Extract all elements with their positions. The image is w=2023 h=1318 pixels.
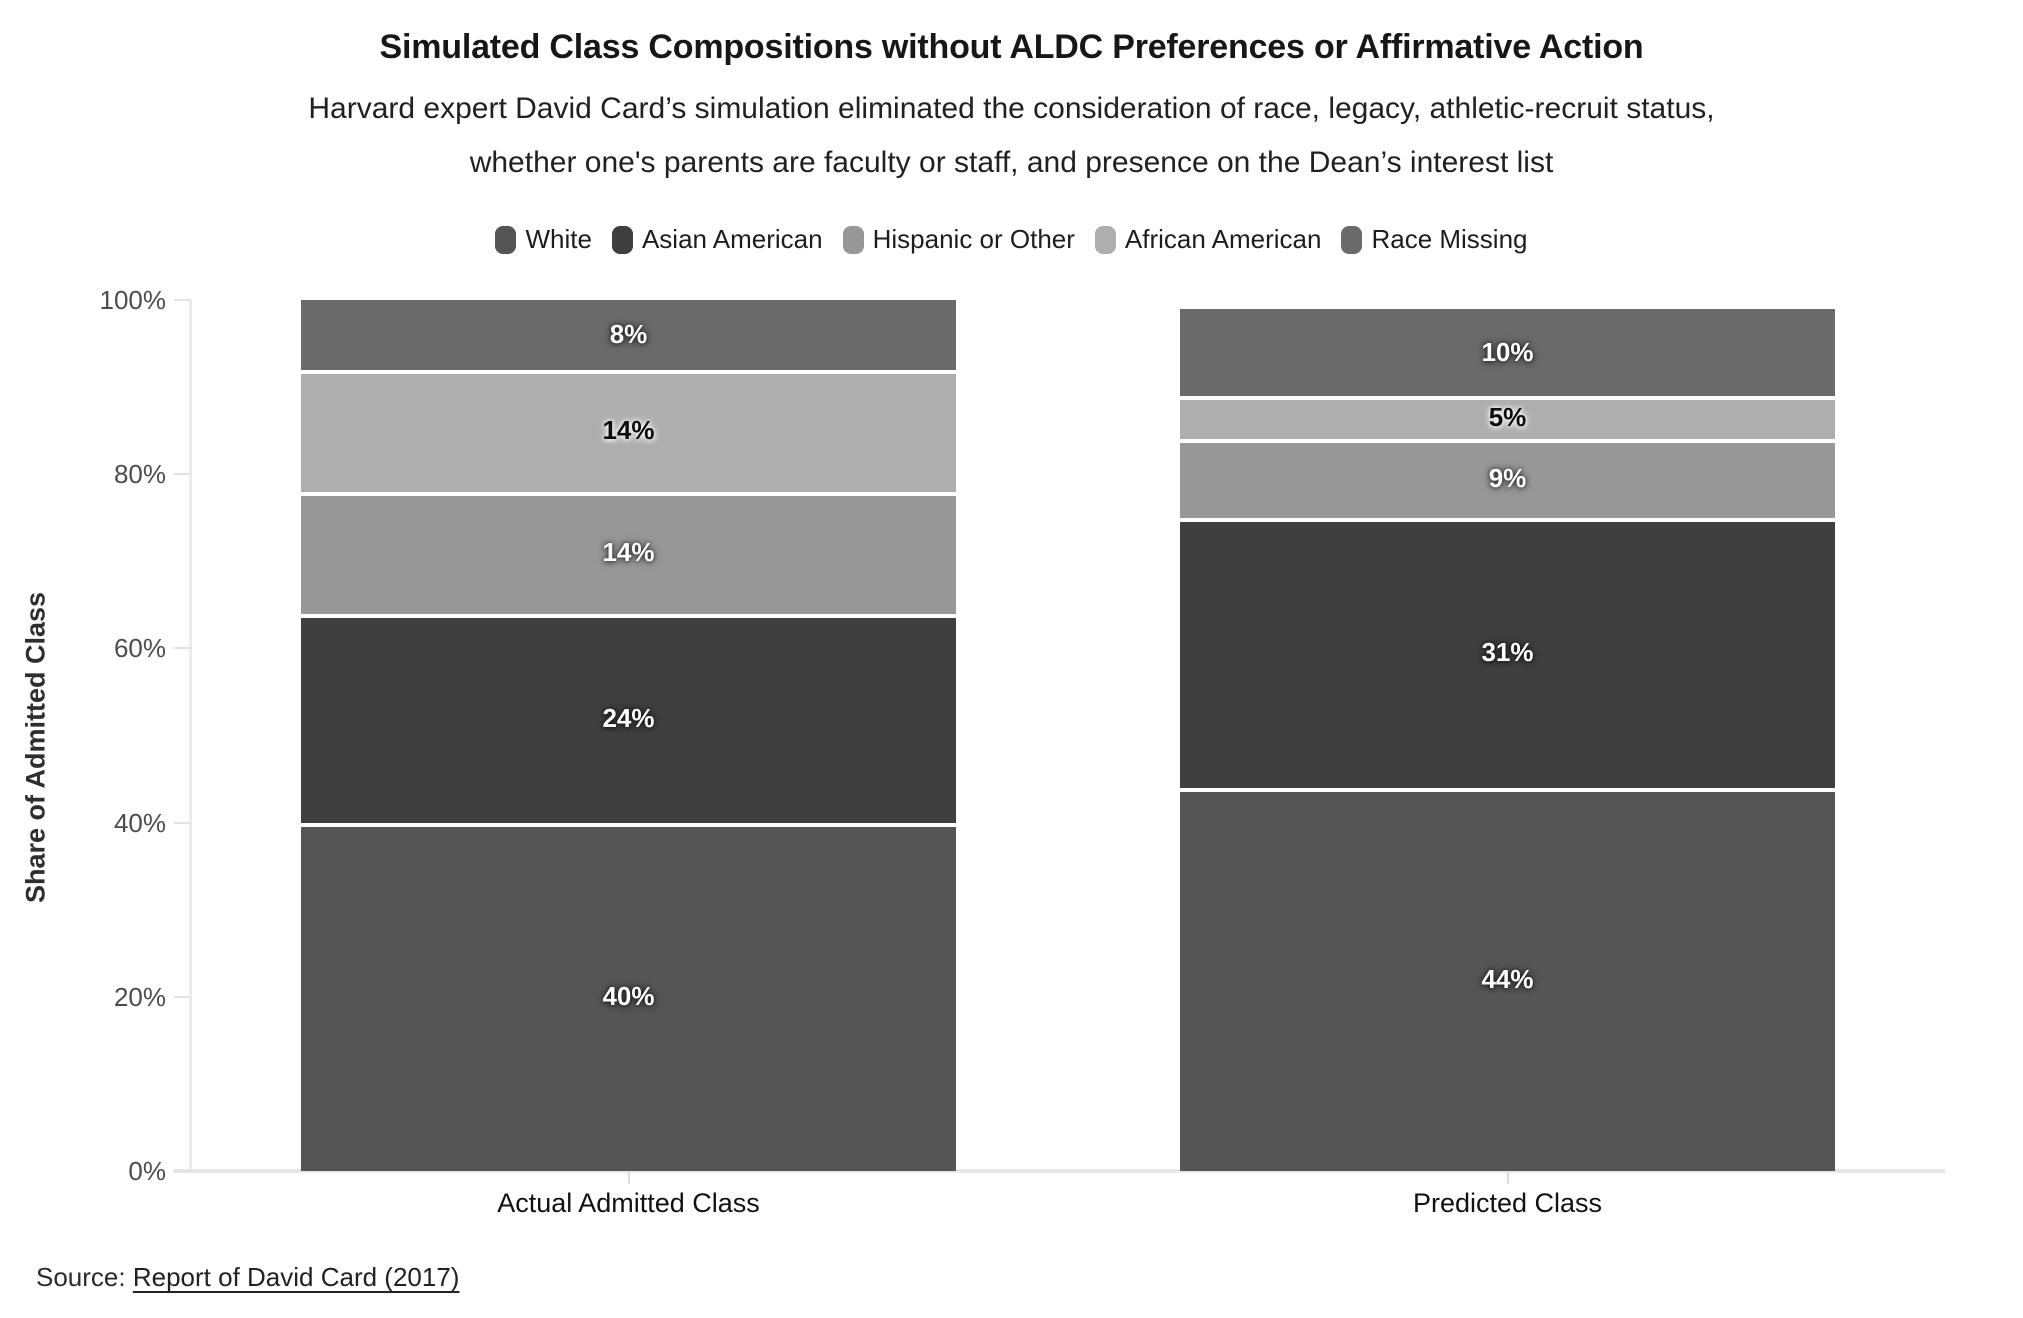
bar-segment-hispanic-or-other: 9%	[1180, 439, 1835, 518]
y-tick-mark	[174, 995, 191, 998]
chart-title: Simulated Class Compositions without ALD…	[379, 28, 1644, 66]
segment-value-label: 24%	[602, 702, 655, 733]
bar-segment-asian-american: 24%	[301, 613, 956, 823]
segment-value-label: 31%	[1481, 637, 1534, 668]
y-tick-mark	[174, 1170, 191, 1172]
chart-subtitle-line-2: whether one's parents are faculty or sta…	[469, 146, 1554, 179]
segment-value-label: 8%	[609, 319, 648, 350]
segment-value-label: 40%	[602, 981, 655, 1012]
x-category-label-predicted-class: Predicted Class	[1412, 1188, 1603, 1218]
legend-swatch-icon	[1094, 225, 1116, 254]
segment-value-label: 9%	[1488, 463, 1527, 494]
segment-value-label: 44%	[1481, 963, 1534, 994]
y-tick-mark	[174, 299, 191, 301]
legend: White Asian American Hispanic or Other Afri…	[0, 224, 2023, 255]
legend-item-african-american: African American	[1094, 224, 1322, 255]
segment-value-label: 5%	[1488, 402, 1527, 433]
bar-segment-african-american: 5%	[1180, 395, 1835, 440]
bar-predicted-class: 10% 5% 9% 31% 44%	[1180, 300, 1835, 1172]
y-tick-label: 100%	[99, 285, 167, 315]
y-tick-mark	[174, 473, 191, 476]
x-tick-mark	[627, 1173, 630, 1184]
bar-segment-african-american: 14%	[301, 369, 956, 492]
segment-value-label: 10%	[1481, 336, 1534, 367]
legend-swatch-icon	[611, 225, 633, 254]
chart-subtitle-line-1: Harvard expert David Card’s simulation e…	[308, 92, 1715, 125]
bar-segment-race-missing: 8%	[301, 300, 956, 370]
source-prefix: Source:	[36, 1262, 126, 1292]
y-tick-label: 0%	[128, 1156, 166, 1186]
source-note: Source: Report of David Card (2017)	[36, 1262, 459, 1293]
x-tick-mark	[1506, 1173, 1509, 1184]
bar-segment-white: 40%	[301, 822, 956, 1171]
y-tick-label: 40%	[113, 807, 166, 838]
y-tick-mark	[174, 647, 191, 650]
legend-swatch-icon	[495, 225, 517, 254]
legend-swatch-icon	[1341, 225, 1363, 254]
y-tick-label: 80%	[113, 459, 166, 490]
bar-segment-asian-american: 31%	[1180, 517, 1835, 788]
segment-value-label: 14%	[602, 537, 655, 568]
legend-item-asian-american: Asian American	[611, 224, 823, 255]
legend-item-race-missing: Race Missing	[1341, 224, 1528, 255]
legend-label: White	[525, 224, 592, 254]
bar-segment-race-missing: 10%	[1180, 308, 1835, 396]
legend-label: Race Missing	[1371, 224, 1528, 254]
y-tick-label: 60%	[113, 633, 166, 664]
source-link[interactable]: Report of David Card (2017)	[132, 1262, 460, 1292]
segment-value-label: 14%	[602, 415, 655, 446]
y-axis-title: Share of Admitted Class	[20, 591, 51, 904]
legend-label: Asian American	[641, 224, 823, 254]
legend-item-white: White	[495, 224, 592, 255]
x-axis-baseline	[173, 1169, 1945, 1173]
x-category-label-actual-admitted-class: Actual Admitted Class	[497, 1188, 760, 1218]
legend-item-hispanic-or-other: Hispanic or Other	[842, 224, 1075, 255]
chart-subtitle: Harvard expert David Card’s simulation e…	[0, 82, 2023, 190]
bar-segment-white: 44%	[1180, 787, 1835, 1171]
bar-actual-admitted-class: 8% 14% 14% 24% 40%	[301, 300, 956, 1172]
bar-segment-hispanic-or-other: 14%	[301, 491, 956, 614]
legend-label: African American	[1124, 224, 1322, 254]
legend-swatch-icon	[842, 225, 864, 254]
legend-label: Hispanic or Other	[872, 224, 1075, 254]
y-tick-mark	[174, 821, 191, 824]
y-axis-line	[189, 300, 192, 1172]
y-tick-label: 20%	[113, 981, 166, 1012]
